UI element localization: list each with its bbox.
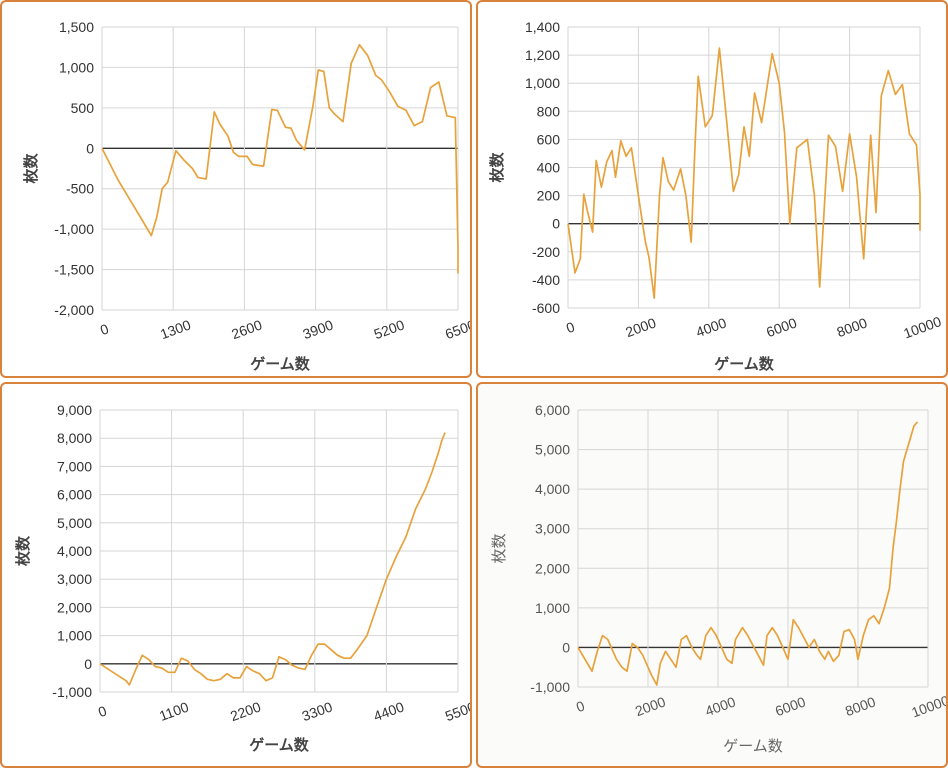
y-tick-label: 3,000 [535,521,570,537]
y-tick-label: 600 [537,131,561,147]
y-tick-label: 1,000 [535,600,570,616]
y-tick-label: 4,000 [57,543,92,559]
x-tick-label: 1100 [157,699,191,724]
series-line [101,43,459,274]
x-tick-label: 8000 [835,314,870,340]
x-tick-label: 5200 [372,316,407,342]
y-tick-label: 1,000 [57,628,92,644]
y-tick-label: 500 [71,100,95,116]
y-tick-label: -400 [532,272,560,288]
y-tick-label: 5,000 [57,515,92,531]
x-tick-label: 2600 [229,316,264,342]
y-tick-label: -1,000 [530,679,570,695]
x-tick-label: 0 [574,697,587,715]
y-tick-label: 1,500 [59,19,94,35]
x-tick-label: 4000 [694,314,729,340]
series-line [567,47,921,300]
x-tick-label: 0 [98,320,111,338]
x-tick-label: 6500 [443,316,470,342]
y-tick-label: -1,000 [52,684,92,700]
y-tick-label: 2,000 [535,560,570,576]
y-tick-label: 1,400 [525,19,560,35]
y-axis-label: 枚数 [488,152,506,183]
x-tick-label: 1300 [158,316,193,342]
y-tick-label: -1,000 [54,221,94,237]
y-tick-label: 0 [86,140,94,156]
y-axis-label: 枚数 [14,535,32,566]
chart-1-svg: 1,4001,2001,0008006004002000-200-400-600… [488,19,944,373]
y-tick-label: 4,000 [535,481,570,497]
y-tick-label: 2,000 [57,599,92,615]
y-axis-label: 枚数 [491,533,508,563]
y-tick-label: 8,000 [57,430,92,446]
y-tick-label: -1,500 [54,262,94,278]
y-axis-label: 枚数 [22,153,40,184]
x-axis-label: ゲーム数 [723,738,783,755]
series-line [99,432,446,686]
chart-panel-top-left: 1,500 1,000 500 0 -500 -1,000 -1,500 -2,000 0 130… [0,0,472,378]
x-tick-label: 8000 [843,693,878,719]
y-tick-label: 6,000 [535,402,570,418]
y-tick-label: 3,000 [57,571,92,587]
y-tick-label: 9,000 [57,402,92,418]
x-tick-label: 6000 [764,314,799,340]
x-tick-label: 3300 [300,698,335,724]
x-tick-label: 10000 [909,692,946,720]
y-tick-label: 1,000 [525,75,560,91]
y-tick-label: 200 [537,188,561,204]
y-tick-label: 7,000 [57,458,92,474]
x-tick-label: 0 [96,702,109,720]
y-tick-label: -500 [66,181,94,197]
y-tick-label: -600 [532,300,560,316]
x-axis-label: ゲーム数 [714,355,775,373]
x-axis-label: ゲーム数 [249,736,310,754]
y-tick-label: 6,000 [57,487,92,503]
x-tick-label: 5500 [443,698,470,724]
chart-panel-top-right: 1,400 1,200 1,000 800 600 400 200 0 -200 -400 -600… [476,0,948,378]
y-tick-label: 0 [84,656,92,672]
x-axis-label: ゲーム数 [250,355,311,373]
chart-2-svg: 9,000 8,000 7,000 6,000 5,000 4,000 3,000 2,000… [14,402,470,754]
x-tick-label: 2000 [623,314,658,340]
y-tick-label: -200 [532,244,560,260]
x-tick-label: 0 [564,318,577,336]
series-line [577,421,919,686]
y-tick-label: 0 [562,639,570,655]
x-tick-label: 2200 [228,698,263,724]
x-tick-label: 3900 [301,316,336,342]
y-tick-label: 1,200 [525,47,560,63]
chart-panel-bottom-left: 9,000 8,000 7,000 6,000 5,000 4,000 3,000 2,000… [0,382,472,768]
x-tick-label: 10000 [901,313,943,341]
x-tick-label: 4000 [703,693,738,719]
y-tick-label: -2,000 [54,302,94,318]
y-tick-label: 1,000 [59,59,94,75]
y-tick-label: 0 [552,216,560,232]
y-tick-label: 400 [537,160,561,176]
x-tick-label: 6000 [773,693,808,719]
x-tick-label: 2000 [633,693,668,719]
y-tick-label: 5,000 [535,442,570,458]
chart-panel-bottom-right: 6,000 5,000 4,000 3,000 2,000 1,000 0 -1,000 0 20… [476,382,948,768]
y-tick-label: 800 [537,103,561,119]
x-tick-label: 4400 [371,698,406,724]
